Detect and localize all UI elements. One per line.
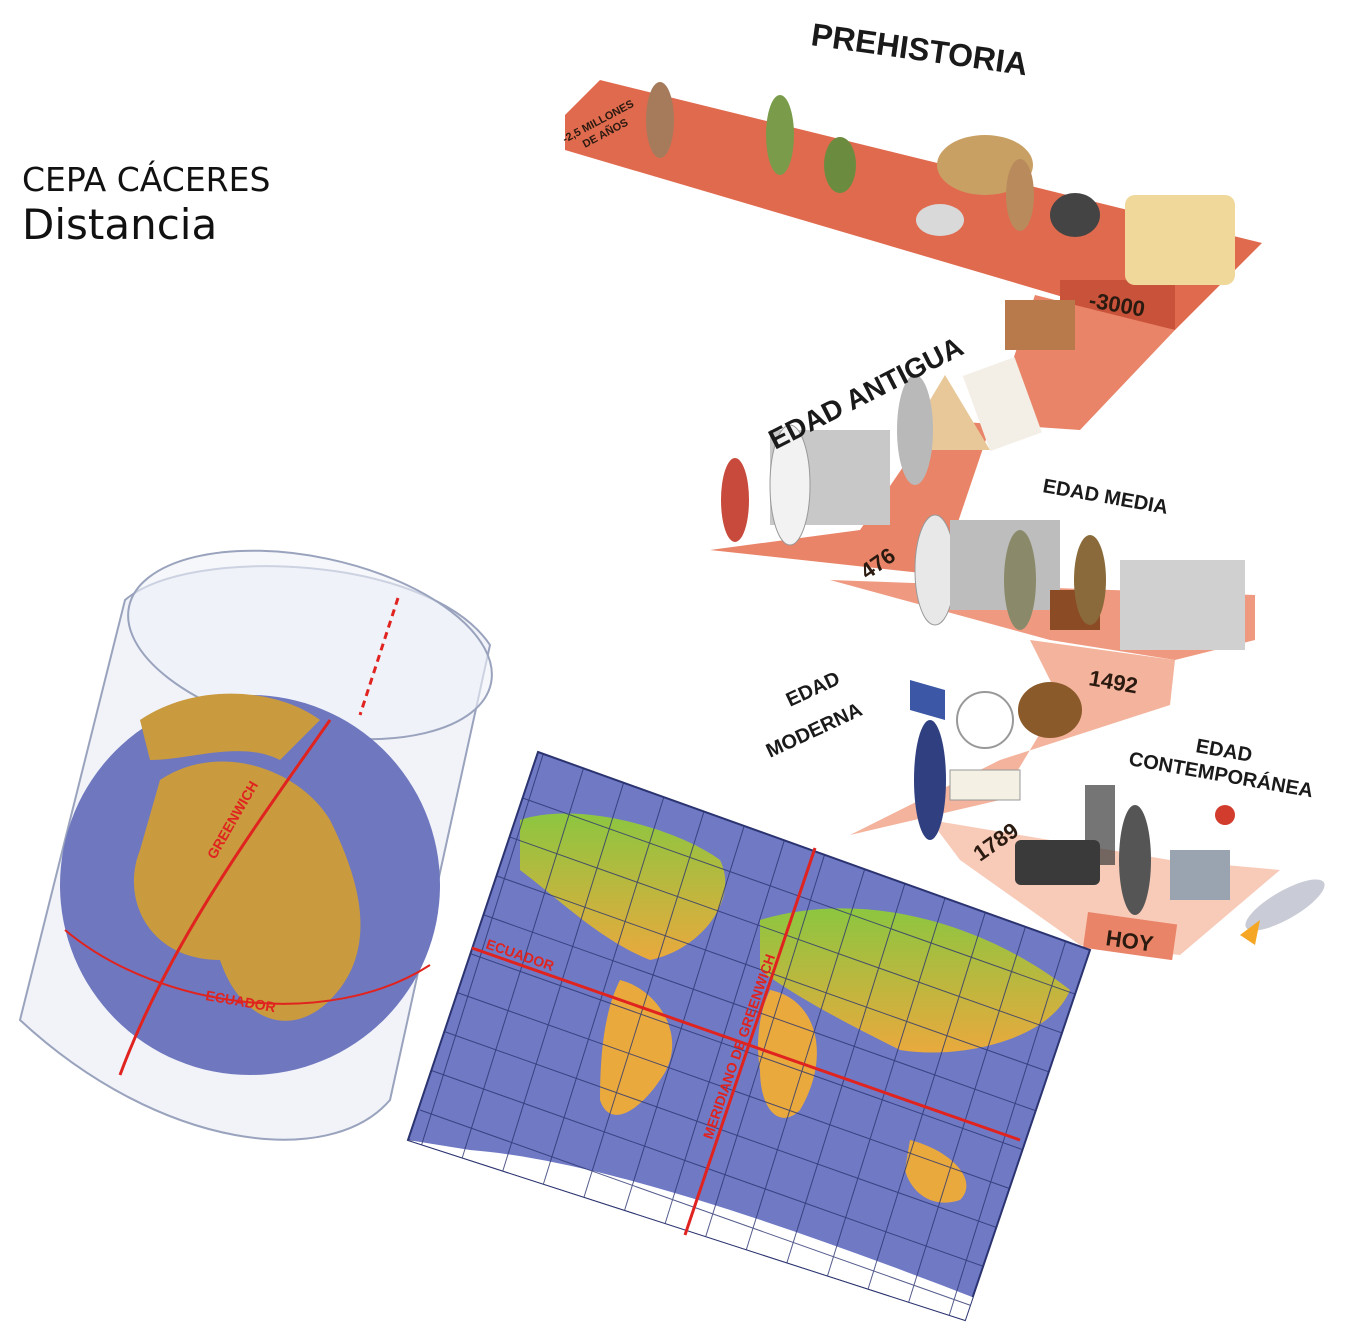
globe-equator-line [64, 929, 431, 1005]
organization-title: CEPA CÁCERES [22, 160, 271, 199]
modern-figures [910, 680, 1082, 840]
contemporary-figures [1015, 785, 1325, 945]
globe-land-africa-europe [133, 761, 361, 1021]
map-equator-line [471, 946, 1021, 1142]
globe-greenwich-line [118, 719, 332, 1076]
band-prehistoria [565, 80, 1262, 330]
antiquity-figures [721, 300, 1075, 546]
globe-land-north [140, 693, 320, 760]
today-box [1082, 911, 1178, 961]
prehistory-figures [646, 82, 1235, 285]
map-grid [419, 752, 1090, 1320]
mode-subtitle: Distancia [22, 199, 218, 249]
header: CEPA CÁCERES Distancia [22, 160, 270, 250]
medieval-figures [914, 514, 1245, 650]
map-greenwich-line [683, 847, 817, 1236]
band-moderna [850, 640, 1175, 835]
band-prehistoria-riser [1060, 280, 1175, 330]
globe-greenwich-projection [358, 597, 400, 716]
